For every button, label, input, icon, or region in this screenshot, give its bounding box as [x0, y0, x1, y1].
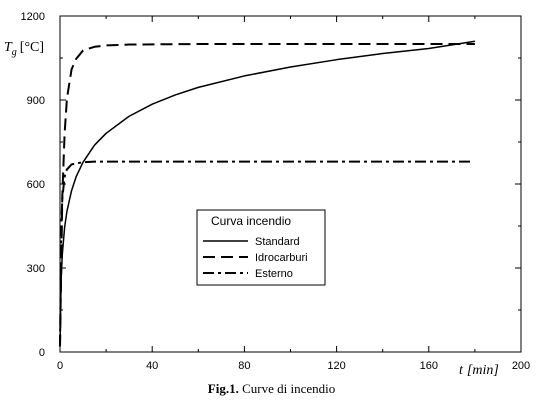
caption-label: Fig.1.	[207, 381, 239, 396]
x-tick-label: 160	[420, 360, 438, 372]
caption-text: Curve di incendio	[242, 381, 336, 396]
x-axis-unit: [min]	[467, 363, 499, 378]
x-tick-label: 80	[238, 360, 250, 372]
y-axis-unit: [°C]	[20, 40, 44, 55]
y-axis-subscript: g	[12, 47, 17, 58]
x-tick-label: 40	[146, 360, 158, 372]
y-tick-label: 300	[27, 263, 45, 275]
legend-entry-idrocarburi: Idrocarburi	[255, 252, 308, 264]
series-layer	[59, 40, 476, 347]
y-tick-label: 0	[39, 347, 45, 359]
series-line-esterno	[59, 160, 471, 347]
legend-entry-esterno: Esterno	[255, 268, 293, 280]
x-tick-label: 120	[327, 360, 345, 372]
figure-caption: Fig.1. Curve di incendio	[0, 381, 543, 397]
x-axis-label: t [min]	[459, 363, 499, 378]
x-tick-label: 200	[512, 360, 530, 372]
y-axis-label: Tg [°C]	[4, 40, 44, 58]
series-line-idrocarburi	[59, 43, 475, 347]
y-tick-label: 600	[27, 179, 45, 191]
legend: Curva incendio Standard Idrocarburi Este…	[196, 209, 326, 286]
y-tick-label: 900	[27, 95, 45, 107]
series-line-standard	[59, 40, 476, 347]
y-axis-symbol: T	[4, 40, 13, 55]
x-axis-symbol: t	[459, 363, 464, 378]
legend-entry-standard: Standard	[255, 236, 300, 248]
x-tick-label: 0	[57, 360, 63, 372]
legend-title: Curva incendio	[211, 214, 291, 228]
axis-ticks: 0 40 80 120 160 200 0 300 600 900 1200	[21, 11, 531, 372]
y-tick-label: 1200	[21, 11, 45, 23]
